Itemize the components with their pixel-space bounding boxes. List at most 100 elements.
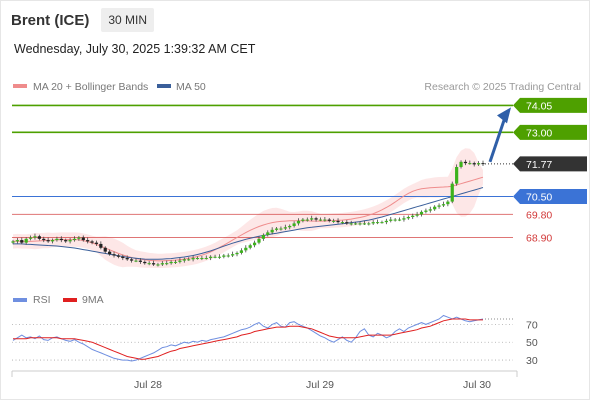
candle-body — [213, 256, 217, 258]
candle-body — [77, 237, 81, 239]
candle-body — [200, 258, 204, 260]
candle-body — [134, 260, 138, 262]
candle-body — [358, 223, 362, 225]
candle-body — [459, 161, 463, 167]
candle-body — [195, 258, 200, 260]
rsi-plot: 70 50 30 — [12, 314, 538, 367]
candle-body — [389, 219, 393, 221]
candle-body — [147, 263, 151, 265]
candle-body — [270, 229, 274, 233]
level-label: 71.77 — [526, 159, 552, 171]
candle-body — [336, 220, 340, 223]
legend-ma50-label: MA 50 — [176, 81, 206, 93]
candle-body — [314, 218, 318, 220]
candle-body — [226, 255, 230, 257]
rsi-ma-line — [13, 318, 483, 360]
level-label: 70.50 — [526, 191, 552, 203]
candle-body — [50, 240, 55, 242]
candle-body — [33, 236, 37, 238]
candle-body — [468, 163, 472, 165]
candle-body — [481, 163, 485, 165]
forecast-arrow-shaft — [488, 116, 507, 163]
candle-body — [441, 204, 446, 206]
candle-body — [354, 223, 358, 225]
candle-body — [160, 263, 164, 265]
candle-body — [239, 250, 244, 253]
candle-body — [222, 255, 226, 257]
candle-body — [455, 166, 459, 184]
rsi-tick-label: 70 — [526, 319, 538, 331]
candle-body — [380, 222, 384, 224]
candle-body — [217, 256, 222, 258]
candle-body — [244, 247, 248, 251]
candle-body — [116, 255, 121, 257]
level-label-box — [513, 124, 587, 140]
candle-body — [332, 220, 336, 222]
candle-body — [362, 223, 367, 225]
x-tick-label: Jul 30 — [463, 379, 491, 391]
candle-body — [305, 219, 309, 221]
candle-body — [173, 261, 178, 263]
level-label: 73.00 — [526, 127, 552, 139]
candle-body — [68, 240, 72, 242]
candle-body — [406, 217, 410, 219]
candle-body — [191, 258, 195, 260]
candle-body — [375, 222, 380, 224]
candle-body — [55, 238, 59, 241]
candle-body — [42, 238, 46, 241]
candle-body — [182, 259, 186, 261]
candle-body — [323, 219, 327, 221]
candle-body — [345, 222, 349, 224]
candle-body — [209, 256, 213, 259]
candle-body — [59, 238, 63, 241]
forecast-arrow-head — [497, 107, 511, 124]
level-label-box — [513, 188, 587, 204]
candle-body — [37, 236, 41, 239]
chart-header: Brent (ICE) 30 MIN — [11, 8, 155, 32]
rsi-tick-label: 50 — [526, 337, 538, 349]
candle-body — [64, 240, 68, 242]
legend-swatch-rsi — [13, 298, 27, 302]
candle-body — [424, 210, 428, 212]
legend-rsi-label: RSI — [33, 294, 51, 306]
candle-body — [28, 237, 33, 239]
legend-ma20-label: MA 20 + Bollinger Bands — [33, 81, 148, 93]
candle-body — [283, 227, 287, 229]
candle-body — [428, 209, 432, 211]
candle-body — [86, 240, 90, 242]
rsi-tick-label: 30 — [526, 355, 538, 367]
candle-body — [252, 242, 257, 246]
bollinger-band — [13, 148, 483, 268]
candle-body — [248, 245, 252, 248]
candle-body — [204, 258, 208, 260]
timeframe-badge[interactable]: 30 MIN — [101, 8, 155, 32]
candle-body — [340, 222, 345, 224]
candle-body — [112, 254, 116, 256]
candle-body — [94, 242, 99, 244]
legend-swatch-9ma — [63, 298, 77, 302]
candle-body — [266, 232, 270, 235]
candle-body — [463, 161, 468, 164]
candle-body — [90, 241, 94, 243]
candle-body — [371, 222, 375, 224]
level-label: 69.80 — [526, 209, 552, 221]
x-tick-label: Jul 29 — [306, 379, 334, 391]
candle-body — [169, 261, 173, 264]
price-plot: 74.05 73.00 71.77 70.50 69.80 68.90 — [11, 97, 587, 268]
x-tick-label: Jul 28 — [134, 379, 162, 391]
instrument-title: Brent (ICE) — [11, 11, 90, 29]
candle-body — [235, 252, 239, 255]
candle-body — [301, 219, 305, 221]
candle-body — [310, 218, 314, 220]
candle-body — [178, 260, 182, 262]
candle-body — [46, 240, 50, 242]
candle-body — [121, 256, 125, 259]
candle-body — [472, 163, 476, 165]
level-label: 74.05 — [526, 100, 552, 112]
candle-body — [231, 254, 235, 256]
ma50-line — [13, 187, 484, 260]
candle-body — [72, 238, 77, 241]
candle-body — [397, 219, 402, 221]
ma20-line — [12, 176, 484, 262]
